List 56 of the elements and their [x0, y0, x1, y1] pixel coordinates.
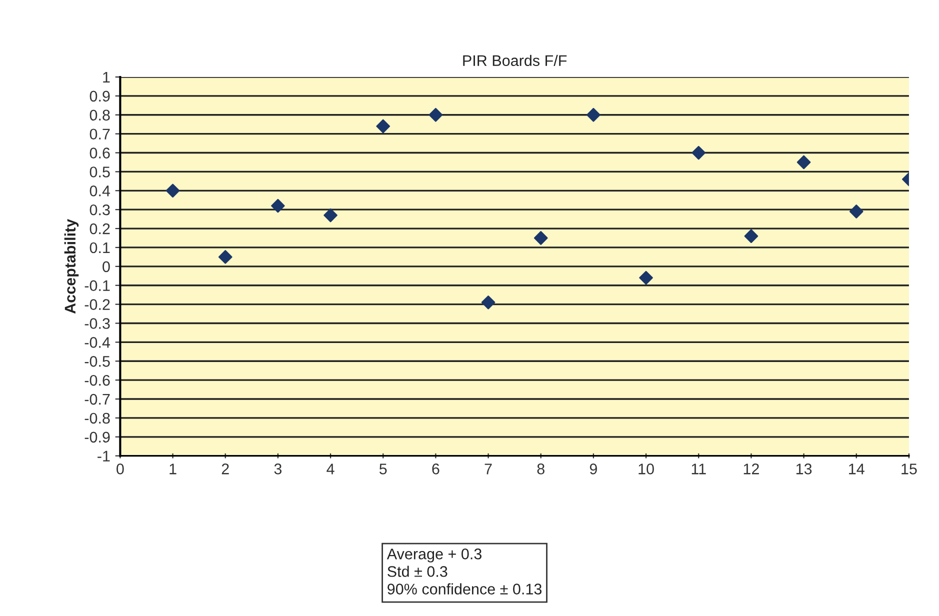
text: Average + 0.3	[386, 548, 482, 562]
point	[428, 108, 443, 122]
y-tick-label: -0.7	[84, 394, 110, 405]
x-tick-label: 12	[744, 464, 759, 474]
y-tick-label: -0.5	[84, 356, 110, 367]
y-tick-label: 0.7	[90, 128, 110, 140]
y-tick-label: 0.6	[90, 148, 110, 158]
point	[639, 270, 653, 285]
x-tick-label: 10	[638, 464, 654, 474]
y-tick-label: 1	[103, 72, 110, 83]
point	[376, 119, 390, 134]
y-tick-label: 0.1	[90, 242, 110, 254]
chart-title: PIR Boards F/F	[463, 54, 567, 66]
y-axis-title: Acceptability	[64, 218, 79, 314]
x-tick-label: 1	[170, 464, 176, 474]
x-tick-label: 9	[590, 464, 597, 474]
x-tick-label: 8	[537, 464, 544, 474]
x-tick-label: 6	[432, 464, 440, 474]
x-tick-label: 0	[116, 464, 124, 474]
x-tick-label: 7	[484, 464, 492, 474]
text: 90% confidence ± 0.13	[388, 583, 542, 594]
x-tick-label: 14	[849, 464, 864, 474]
y-tick-label: -0.3	[84, 318, 110, 329]
point	[534, 231, 548, 245]
y-tick-label: 0.3	[90, 204, 110, 216]
point	[744, 229, 758, 244]
y-tick-label: -0.8	[84, 412, 110, 424]
y-tick-label: 0.8	[90, 110, 110, 121]
point	[481, 296, 496, 310]
point	[692, 146, 706, 160]
point	[324, 208, 338, 222]
x-tick-label: 2	[222, 464, 229, 474]
y-tick-label: -0.9	[84, 432, 110, 443]
y-tick-label: -0.4	[84, 337, 110, 348]
point	[218, 250, 232, 264]
x-tick-label: 4	[326, 464, 334, 474]
x-tick-label: 5	[379, 464, 387, 474]
point	[796, 155, 811, 170]
point	[271, 198, 285, 213]
point	[166, 184, 180, 198]
y-tick-label: 0.2	[90, 223, 110, 234]
point	[586, 108, 600, 122]
y-tick-label: 0.4	[90, 186, 110, 196]
point	[849, 204, 864, 218]
y-tick-label: -0.2	[84, 299, 110, 310]
x-tick-label: 15	[902, 464, 917, 474]
y-tick-label: 0.5	[90, 166, 110, 178]
x-tick-label: 3	[274, 464, 282, 474]
text: Std ± 0.3	[388, 566, 448, 577]
y-tick-label: 0.9	[90, 90, 110, 102]
y-tick-label: -1	[98, 450, 110, 462]
y-tick-label: -0.1	[84, 280, 110, 292]
y-tick-label: -0.6	[84, 374, 110, 386]
x-tick-label: 11	[692, 464, 706, 474]
x-tick-label: 13	[796, 464, 812, 474]
y-tick-label: 0	[102, 261, 110, 272]
